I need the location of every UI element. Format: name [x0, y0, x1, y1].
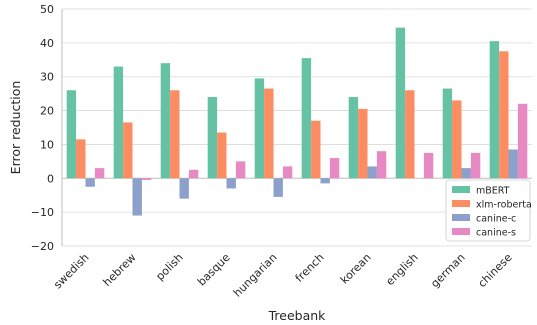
y-axis-label: Error reduction	[8, 81, 23, 175]
bar-xlm-roberta-basque	[217, 132, 227, 179]
bar-mBERT-german	[442, 88, 453, 179]
x-tick-label: korean	[338, 251, 374, 287]
legend-swatch-canine-c	[452, 214, 470, 221]
bar-canine-s-polish	[188, 169, 199, 179]
bar-canine-s-hebrew	[141, 178, 152, 180]
bar-canine-s-basque	[235, 161, 246, 179]
bar-canine-s-english	[423, 152, 434, 179]
bar-xlm-roberta-chinese	[499, 51, 509, 179]
legend-label-xlm-roberta: xlm-roberta	[476, 200, 532, 211]
legend-label-canine-c: canine-c	[476, 214, 516, 225]
bar-canine-c-swedish	[85, 178, 95, 187]
x-tick-label: french	[293, 251, 327, 285]
bar-xlm-roberta-french	[311, 120, 321, 179]
bar-canine-s-german	[470, 152, 481, 179]
bar-canine-c-chinese	[508, 149, 518, 179]
x-tick-label: hebrew	[101, 251, 139, 289]
bar-mBERT-hungarian	[254, 78, 265, 179]
bar-canine-s-swedish	[94, 168, 105, 179]
bar-xlm-roberta-polish	[170, 90, 180, 179]
bar-xlm-roberta-german	[452, 100, 462, 179]
x-tick-label: german	[428, 251, 467, 290]
x-tick-label: hungarian	[231, 251, 280, 300]
x-axis-label: Treebank	[268, 308, 327, 323]
bar-mBERT-chinese	[489, 41, 500, 179]
y-tick-label: 30	[40, 71, 54, 84]
bar-mBERT-french	[301, 58, 312, 179]
bars	[66, 27, 528, 216]
bar-xlm-roberta-swedish	[76, 139, 86, 179]
bar-canine-c-korean	[367, 166, 377, 179]
bar-canine-c-hungarian	[273, 178, 283, 197]
bar-xlm-roberta-hebrew	[123, 122, 133, 179]
bar-canine-c-french	[320, 178, 330, 184]
bar-mBERT-basque	[207, 97, 218, 179]
legend-frame	[445, 179, 531, 242]
y-tick-label: −20	[31, 240, 54, 253]
bar-xlm-roberta-hungarian	[264, 88, 274, 179]
legend-label-canine-s: canine-s	[476, 228, 516, 239]
legend-swatch-xlm-roberta	[452, 200, 470, 207]
bar-mBERT-hebrew	[113, 66, 124, 179]
x-tick-label: swedish	[51, 251, 91, 291]
bar-canine-s-hungarian	[282, 166, 293, 179]
x-tick-label: basque	[195, 251, 233, 289]
y-tick-label: 0	[47, 172, 54, 185]
y-tick-label: 20	[40, 105, 54, 118]
bar-mBERT-korean	[348, 97, 359, 179]
bar-canine-c-basque	[226, 178, 236, 189]
legend: mBERT xlm-roberta canine-c canine-s	[445, 179, 532, 242]
bar-mBERT-polish	[160, 63, 171, 179]
x-tick-label: polish	[153, 251, 185, 283]
y-tick-label: −10	[31, 206, 54, 219]
bar-canine-c-hebrew	[132, 178, 142, 216]
y-tick-label: 40	[40, 37, 54, 50]
legend-swatch-mBERT	[452, 186, 470, 193]
legend-swatch-canine-s	[452, 228, 470, 235]
legend-label-mBERT: mBERT	[476, 186, 510, 197]
x-tick-label: chinese	[475, 251, 514, 290]
bar-canine-s-korean	[376, 151, 387, 179]
bar-xlm-roberta-korean	[358, 108, 368, 179]
bar-canine-s-chinese	[517, 103, 528, 179]
bar-mBERT-swedish	[66, 90, 77, 179]
bar-canine-c-polish	[179, 178, 189, 199]
bar-xlm-roberta-english	[405, 90, 415, 179]
y-tick-label: 10	[40, 138, 54, 151]
x-tick-label: english	[383, 251, 420, 288]
y-tick-label: 50	[40, 3, 54, 16]
bar-canine-c-german	[461, 168, 471, 179]
bar-canine-s-french	[329, 157, 340, 179]
bar-mBERT-english	[395, 27, 406, 179]
